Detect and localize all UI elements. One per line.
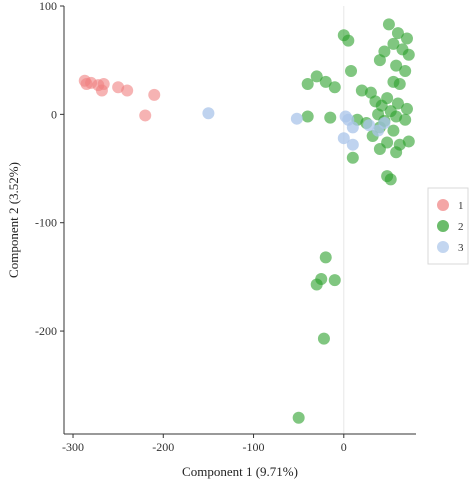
x-tick-label: -300 [62,440,84,454]
data-point-series-1 [121,84,134,97]
legend: 1 2 3 [427,187,469,265]
legend-label: 2 [458,221,464,233]
legend-label: 1 [458,200,464,212]
data-point-series-3 [346,121,359,134]
data-point-series-2 [319,251,332,264]
data-point-series-3 [346,138,359,151]
data-point-series-2 [399,113,412,126]
data-point-series-2 [301,110,314,123]
data-point-series-2 [391,97,404,110]
data-point-series-2 [390,146,403,159]
data-point-series-1 [148,88,161,101]
x-axis-ticks: -300 -200 -100 0 [62,434,347,454]
y-axis-title: Component 2 (3.52%) [6,162,21,278]
data-point-series-2 [310,278,323,291]
data-point-series-1 [112,81,125,94]
data-point-series-2 [301,78,314,91]
x-axis-title: Component 1 (9.71%) [182,464,298,479]
points-layer [78,18,415,424]
y-axis-ticks: 100 0 -100 -200 [35,0,64,338]
data-point-series-2 [391,27,404,40]
data-point-series-3 [378,117,391,130]
data-point-series-2 [317,332,330,345]
data-point-series-2 [390,110,403,123]
data-point-series-2 [342,34,355,47]
y-tick-label: -100 [35,216,57,230]
y-tick-label: 0 [51,107,57,121]
data-point-series-3 [337,132,350,145]
data-point-series-2 [390,59,403,72]
data-point-series-2 [310,70,323,83]
x-tick-label: -200 [152,440,174,454]
data-point-series-2 [400,102,413,115]
data-point-series-2 [393,78,406,91]
legend-swatch-series-2 [437,220,449,232]
data-point-series-2 [382,18,395,31]
data-point-series-2 [345,65,358,78]
data-point-series-2 [328,81,341,94]
data-point-series-2 [328,274,341,287]
data-point-series-2 [399,65,412,78]
legend-swatch-series-1 [437,199,449,211]
data-point-series-2 [292,411,305,424]
data-point-series-2 [400,32,413,45]
data-point-series-2 [402,48,415,61]
x-tick-label: -100 [243,440,265,454]
data-point-series-2 [373,143,386,156]
data-point-series-3 [363,119,376,132]
data-point-series-2 [387,124,400,137]
data-point-series-2 [402,135,415,148]
plot-background [64,6,416,434]
data-point-series-1 [139,109,152,122]
data-point-series-2 [387,37,400,50]
legend-label: 3 [458,242,464,254]
data-point-series-2 [355,84,368,97]
data-point-series-2 [384,173,397,186]
data-point-series-2 [373,54,386,67]
y-tick-label: -200 [35,324,57,338]
data-point-series-1 [97,78,110,91]
data-point-series-2 [324,111,337,124]
plot-area: -300 -200 -100 0 100 0 -100 -200 [35,0,416,454]
legend-swatch-series-3 [437,241,449,253]
data-point-series-2 [346,151,359,164]
data-point-series-2 [319,75,332,88]
data-point-series-3 [290,112,303,125]
x-tick-label: 0 [341,440,347,454]
data-point-series-3 [202,107,215,120]
y-tick-label: 100 [39,0,57,13]
